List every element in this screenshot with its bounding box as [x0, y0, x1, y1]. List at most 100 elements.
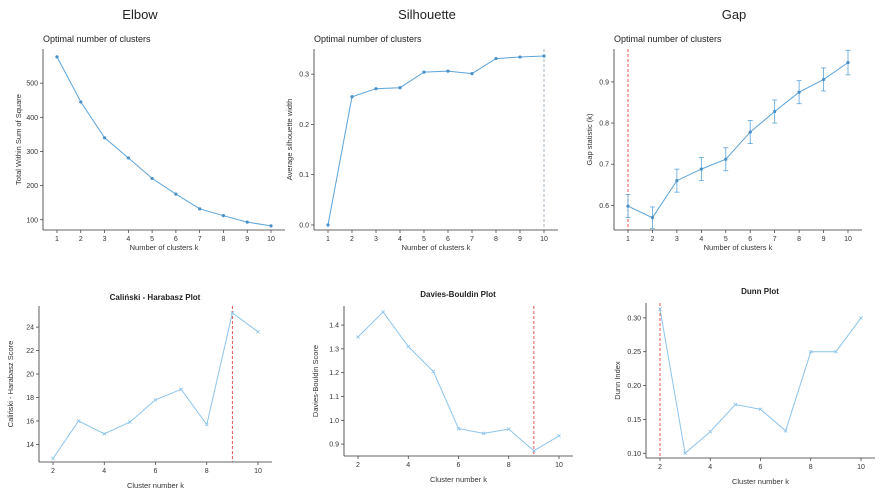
chart-silhouette: Optimal number of clusters 0.0 0.1 0.2 0.3 1 2…	[285, 34, 558, 252]
data-point	[350, 95, 354, 99]
y-tick-label: 500	[26, 81, 38, 88]
x-tick-label: 1	[55, 236, 59, 243]
x-tick-label: 10	[254, 468, 262, 475]
x-axis-label: Cluster number k	[430, 475, 487, 484]
x-tick-label: 6	[748, 236, 752, 243]
x-tick-label: 2	[356, 462, 360, 469]
x-tick-label: 1	[626, 236, 630, 243]
data-point	[356, 335, 360, 339]
chart-title: Optimal number of clusters	[43, 34, 151, 44]
x-tick-label: 8	[221, 236, 225, 243]
data-point	[174, 192, 178, 196]
x-tick-label: 8	[494, 236, 498, 243]
chart-title: Davies-Bouldin Plot	[420, 290, 496, 299]
x-tick-label: 4	[708, 464, 712, 471]
x-tick-label: 7	[470, 236, 474, 243]
y-tick-label: 0.30	[627, 315, 641, 322]
x-tick-label: 10	[540, 236, 548, 243]
x-tick-label: 10	[857, 464, 865, 471]
y-tick-label: 0.8	[599, 121, 609, 128]
series-line	[52, 312, 259, 459]
x-tick-label: 5	[422, 236, 426, 243]
data-point	[846, 60, 850, 65]
data-point	[126, 156, 130, 160]
x-tick-label: 2	[650, 236, 654, 243]
y-tick-label: 200	[26, 183, 38, 190]
x-tick-label: 10	[555, 462, 563, 469]
section-title-gap: Gap	[722, 7, 747, 22]
data-point	[456, 426, 461, 431]
x-axis-label: Number of clusters k	[704, 243, 773, 252]
chart-title: Optimal number of clusters	[614, 34, 722, 44]
y-tick-label: 0.7	[599, 162, 609, 169]
data-point	[102, 136, 107, 140]
x-tick-label: 2	[350, 236, 354, 243]
y-axis-label: Average silhouette width	[285, 99, 294, 181]
x-tick-label: 2	[51, 468, 55, 475]
x-tick-label: 3	[103, 236, 107, 243]
section-title-silhouette: Silhouette	[398, 7, 456, 22]
data-point	[102, 431, 107, 436]
x-tick-label: 2	[658, 464, 662, 471]
x-tick-label: 6	[174, 236, 178, 243]
series-line	[357, 311, 560, 452]
data-point	[758, 407, 763, 412]
chart-dunn: Dunn Plot 0.10 0.15 0.20 0.25 0.30 2 4 6 8 10 Clust…	[613, 287, 875, 486]
data-point	[153, 397, 158, 402]
data-point	[531, 448, 536, 453]
x-tick-label: 10	[844, 236, 852, 243]
data-point	[821, 77, 826, 82]
y-tick-label: 1.0	[329, 418, 339, 425]
data-point	[699, 167, 703, 171]
data-point	[748, 130, 752, 134]
y-axis-label: Davies-Bouldin Score	[311, 345, 320, 417]
x-tick-label: 4	[699, 236, 703, 243]
x-tick-label: 10	[267, 236, 275, 243]
x-tick-label: 6	[759, 464, 763, 471]
data-point	[557, 433, 561, 438]
y-tick-label: 0.3	[299, 72, 309, 79]
x-tick-label: 7	[773, 236, 777, 243]
data-point	[79, 100, 83, 104]
data-point	[406, 344, 411, 349]
y-axis-label: Gap statistic (k)	[585, 113, 594, 166]
x-tick-label: 9	[245, 236, 249, 243]
y-tick-label: 24	[26, 325, 34, 332]
y-tick-label: 0.10	[627, 451, 641, 458]
x-tick-label: 9	[822, 236, 826, 243]
data-point	[256, 329, 260, 334]
x-tick-label: 6	[446, 236, 450, 243]
x-tick-label: 5	[724, 236, 728, 243]
y-tick-label: 0.9	[599, 79, 609, 86]
y-tick-label: 1.4	[329, 323, 339, 330]
data-point	[179, 387, 184, 392]
data-point	[650, 216, 655, 220]
y-tick-label: 1.3	[329, 346, 339, 353]
chart-title: Optimal number of clusters	[314, 34, 422, 44]
data-point	[658, 307, 662, 311]
data-point	[51, 456, 55, 461]
x-tick-label: 8	[507, 462, 511, 469]
series-line	[56, 56, 272, 227]
data-point	[326, 223, 330, 227]
data-point	[374, 87, 378, 91]
y-tick-label: 100	[26, 217, 38, 224]
section-title-elbow: Elbow	[122, 7, 158, 22]
data-point	[797, 90, 801, 94]
y-tick-label: 0.9	[329, 442, 339, 449]
chart-title: Dunn Plot	[741, 287, 779, 296]
x-tick-label: 4	[398, 236, 402, 243]
x-axis-label: Number of clusters k	[402, 243, 471, 252]
y-tick-label: 16	[26, 418, 34, 425]
data-point	[398, 86, 402, 90]
x-tick-label: 3	[675, 236, 679, 243]
data-point	[708, 429, 713, 434]
data-point	[150, 176, 154, 181]
data-point	[422, 70, 426, 74]
chart-elbow: Optimal number of clusters 100 200 300 400 50…	[14, 34, 285, 252]
x-tick-label: 8	[205, 468, 209, 475]
y-tick-label: 14	[26, 442, 34, 449]
x-axis-label: Cluster number k	[127, 481, 184, 490]
